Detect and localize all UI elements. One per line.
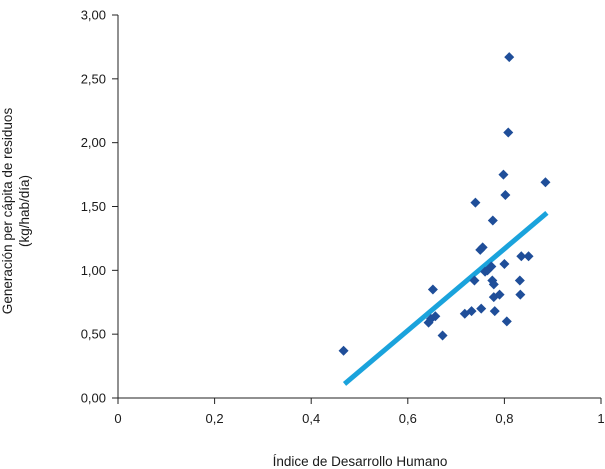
data-point	[499, 258, 510, 269]
trendline	[342, 210, 549, 386]
data-point	[476, 303, 487, 314]
x-tick-label: 0,6	[399, 411, 417, 426]
data-point	[437, 330, 448, 341]
x-axis-title: Índice de Desarrollo Humano	[273, 454, 448, 469]
y-tick-label: 0,00	[81, 391, 106, 406]
x-tick-label: 1	[597, 411, 604, 426]
data-point	[501, 316, 512, 327]
data-point	[504, 52, 515, 63]
data-point	[514, 275, 525, 286]
x-tick-label: 0,4	[302, 411, 320, 426]
trendline-layer	[342, 210, 549, 386]
data-point	[338, 345, 349, 356]
y-tick-label: 0,50	[81, 327, 106, 342]
y-axis-title-line-2: (kg/hab/día)	[17, 175, 32, 247]
data-point	[487, 215, 498, 226]
data-point	[489, 306, 500, 317]
y-axis-title-line-1: Generación per cápita de residuos	[0, 108, 15, 315]
y-tick-label: 3,00	[81, 8, 106, 23]
data-point	[500, 190, 511, 201]
data-point	[466, 306, 477, 317]
data-point	[430, 311, 441, 322]
data-point	[488, 279, 499, 290]
data-point	[494, 289, 505, 300]
data-point	[498, 169, 509, 180]
data-point	[427, 284, 438, 295]
data-point	[486, 261, 497, 272]
x-tick-label: 0,2	[206, 411, 224, 426]
x-tick-label: 0,8	[495, 411, 513, 426]
data-point	[523, 251, 534, 262]
data-point	[477, 242, 488, 253]
y-tick-label: 2,50	[81, 71, 106, 86]
y-tick-label: 2,00	[81, 135, 106, 150]
y-tick-label: 1,50	[81, 199, 106, 214]
axes: 0,00 0,50 1,00 1,50 2,00 2,50 3,00 0 0,2 0,4 0,6 0,…	[81, 8, 605, 427]
y-tick-label: 1,00	[81, 263, 106, 278]
data-point	[469, 275, 480, 286]
y-axis-title: Generación per cápita de residuos (kg/ha…	[0, 108, 32, 315]
data-point	[503, 127, 514, 138]
x-tick-label: 0	[114, 411, 121, 426]
data-point	[470, 197, 481, 208]
data-point	[516, 251, 527, 262]
data-point	[540, 177, 551, 188]
data-point	[515, 289, 526, 300]
data-points	[338, 52, 551, 356]
